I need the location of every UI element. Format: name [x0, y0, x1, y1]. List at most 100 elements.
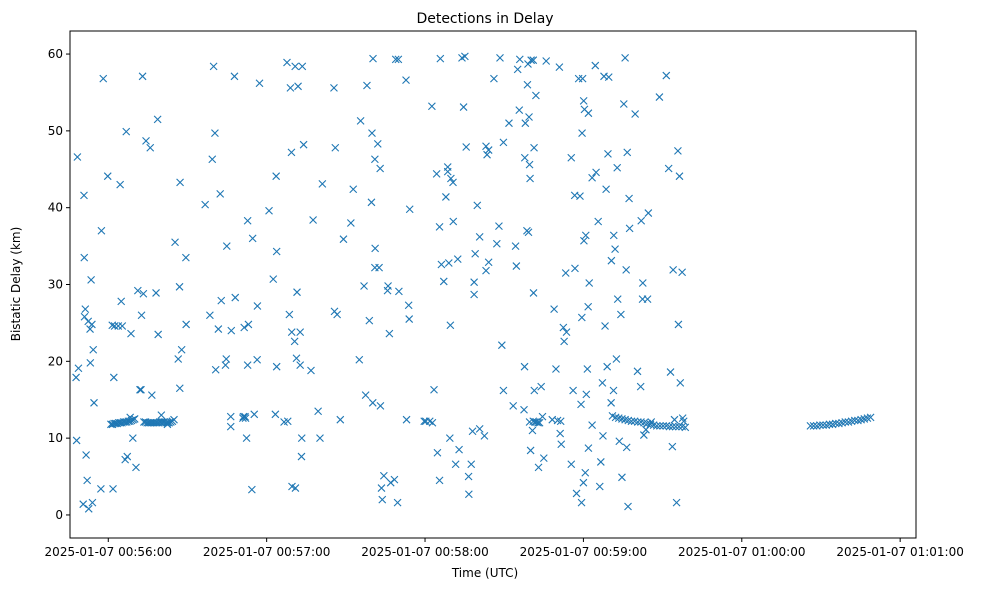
data-point — [146, 143, 155, 152]
data-point — [405, 205, 414, 214]
data-point — [484, 258, 493, 267]
data-point — [449, 217, 458, 226]
data-point — [110, 322, 119, 330]
data-point — [355, 355, 364, 364]
data-point — [674, 320, 683, 329]
data-point — [538, 412, 547, 421]
data-point — [631, 110, 640, 118]
data-point — [269, 275, 278, 284]
data-point — [439, 277, 448, 286]
data-point — [609, 231, 618, 240]
data-point — [583, 365, 592, 373]
data-point — [109, 373, 118, 382]
data-point — [369, 54, 377, 63]
plot-frame — [69, 30, 917, 539]
data-point — [580, 236, 588, 245]
data-point — [619, 100, 628, 108]
data-point — [339, 235, 348, 244]
data-point — [561, 269, 570, 277]
y-tick-label: 30 — [48, 278, 63, 292]
data-point — [576, 192, 584, 201]
data-point — [293, 288, 301, 297]
data-point — [490, 74, 498, 83]
y-tick-label: 0 — [55, 508, 63, 522]
data-point — [643, 295, 652, 303]
data-point — [520, 405, 528, 414]
data-point — [253, 302, 262, 310]
data-point — [511, 242, 520, 250]
data-point — [655, 93, 664, 101]
data-point — [496, 53, 504, 62]
data-point — [154, 330, 163, 339]
data-point — [464, 490, 473, 499]
data-point — [286, 83, 295, 92]
data-point — [515, 55, 524, 64]
data-point — [402, 415, 411, 424]
data-point — [72, 373, 80, 382]
data-point — [637, 216, 646, 225]
data-point — [253, 355, 262, 364]
data-point — [613, 295, 622, 303]
data-point — [595, 482, 604, 491]
data-point — [615, 437, 624, 446]
data-point — [81, 305, 90, 313]
data-point — [662, 71, 671, 80]
data-point — [118, 322, 127, 330]
data-point — [449, 178, 457, 187]
data-point — [596, 458, 605, 466]
data-point — [336, 415, 345, 424]
data-point — [525, 113, 533, 121]
data-point — [86, 358, 95, 367]
data-point — [379, 471, 388, 480]
data-point — [652, 421, 661, 430]
data-point — [368, 398, 377, 407]
data-point — [607, 398, 616, 407]
data-point — [390, 475, 399, 484]
data-point — [562, 328, 571, 337]
data-point — [157, 411, 166, 419]
data-point — [208, 155, 217, 164]
y-axis: 0 10 20 30 40 50 60 — [48, 47, 70, 522]
data-point — [137, 385, 145, 394]
data-point — [623, 148, 632, 157]
x-tick-label: 2025-01-07 01:01:00 — [836, 545, 963, 559]
data-point — [363, 81, 371, 90]
data-point — [529, 56, 538, 65]
data-point — [529, 289, 538, 297]
data-point — [622, 443, 631, 452]
data-point — [201, 200, 210, 209]
data-point — [584, 302, 593, 311]
data-point — [602, 185, 610, 194]
data-point — [368, 129, 376, 138]
data-point — [241, 414, 250, 423]
x-axis-label: Time (UTC) — [451, 566, 518, 580]
data-point — [346, 219, 355, 227]
data-point — [437, 260, 446, 269]
data-point — [492, 239, 501, 248]
data-point — [532, 91, 540, 100]
data-point — [72, 436, 81, 445]
data-point — [509, 401, 518, 410]
data-point — [331, 143, 340, 152]
data-point — [572, 489, 581, 498]
data-point — [240, 323, 249, 332]
data-point — [526, 174, 534, 183]
data-point — [177, 345, 186, 354]
data-point — [96, 484, 105, 493]
data-point — [152, 289, 160, 297]
data-point — [676, 378, 685, 387]
data-point — [588, 173, 597, 182]
data-point — [296, 328, 305, 337]
data-point — [226, 422, 235, 431]
data-point — [482, 142, 490, 151]
data-point — [670, 415, 679, 424]
data-point — [574, 74, 583, 83]
data-point — [333, 310, 342, 319]
data-point — [443, 167, 452, 176]
data-point — [86, 325, 94, 333]
data-point — [182, 320, 191, 329]
data-point — [88, 320, 96, 329]
data-point — [444, 259, 453, 267]
data-point — [604, 73, 613, 81]
